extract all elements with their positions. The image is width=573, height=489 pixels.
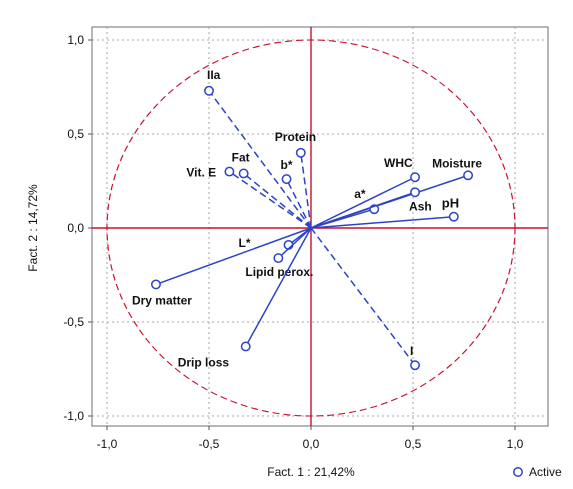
data-point — [204, 85, 214, 96]
point-label: Ash — [409, 199, 432, 213]
point-label: Moisture — [432, 156, 482, 170]
y-axis-title: Fact. 2 : 14,72% — [26, 184, 40, 272]
y-tick-label: -1,0 — [63, 409, 84, 423]
point-label: a* — [354, 187, 366, 201]
point-label: Drip loss — [178, 355, 230, 369]
data-point — [463, 170, 474, 181]
data-point — [448, 211, 459, 222]
point-label: Fat — [232, 150, 250, 164]
legend-label: Active — [529, 465, 562, 479]
vector-line — [310, 176, 416, 229]
data-point — [151, 279, 161, 290]
point-label: pH — [442, 196, 459, 211]
data-point — [240, 341, 251, 352]
vector-line — [208, 90, 312, 229]
plot-frame — [91, 26, 549, 427]
point-label: Dry matter — [132, 293, 192, 307]
data-point — [224, 166, 235, 177]
point-label: I — [410, 344, 413, 358]
data-point — [410, 360, 420, 371]
vector-line — [310, 191, 416, 229]
vector-line — [155, 227, 312, 286]
data-point — [410, 187, 420, 198]
point-label: b* — [281, 158, 293, 172]
x-tick-label: 0,5 — [405, 437, 422, 451]
point-label: L* — [239, 236, 251, 250]
vector-line — [300, 152, 312, 229]
point-label: Protein — [275, 130, 316, 144]
vector-line — [228, 170, 312, 229]
data-point — [295, 147, 306, 158]
vector-line — [310, 227, 416, 366]
data-point — [273, 253, 284, 264]
y-tick-label: 0,0 — [67, 221, 84, 235]
data-point — [410, 172, 420, 183]
x-tick-label: 0,0 — [303, 437, 320, 451]
point-label: Lipid perox. — [245, 265, 313, 279]
data-point — [281, 174, 292, 185]
point-label: IIa — [207, 68, 221, 82]
x-tick-label: -1,0 — [97, 437, 118, 451]
x-tick-label: -0,5 — [199, 437, 220, 451]
point-label: Vit. E — [186, 166, 216, 180]
y-tick-label: -0,5 — [63, 315, 84, 329]
y-tick-label: 0,5 — [67, 127, 84, 141]
vector-line — [310, 215, 454, 229]
vector-line — [277, 227, 312, 259]
vector-line — [243, 172, 312, 229]
vector-line — [285, 178, 312, 229]
x-axis-title: Fact. 1 : 21,42% — [267, 465, 355, 479]
vector-line — [245, 227, 312, 347]
legend-marker — [513, 467, 523, 477]
data-point — [238, 168, 249, 179]
y-tick-label: 1,0 — [67, 33, 84, 47]
point-label: WHC — [384, 156, 413, 170]
x-tick-label: 1,0 — [507, 437, 524, 451]
